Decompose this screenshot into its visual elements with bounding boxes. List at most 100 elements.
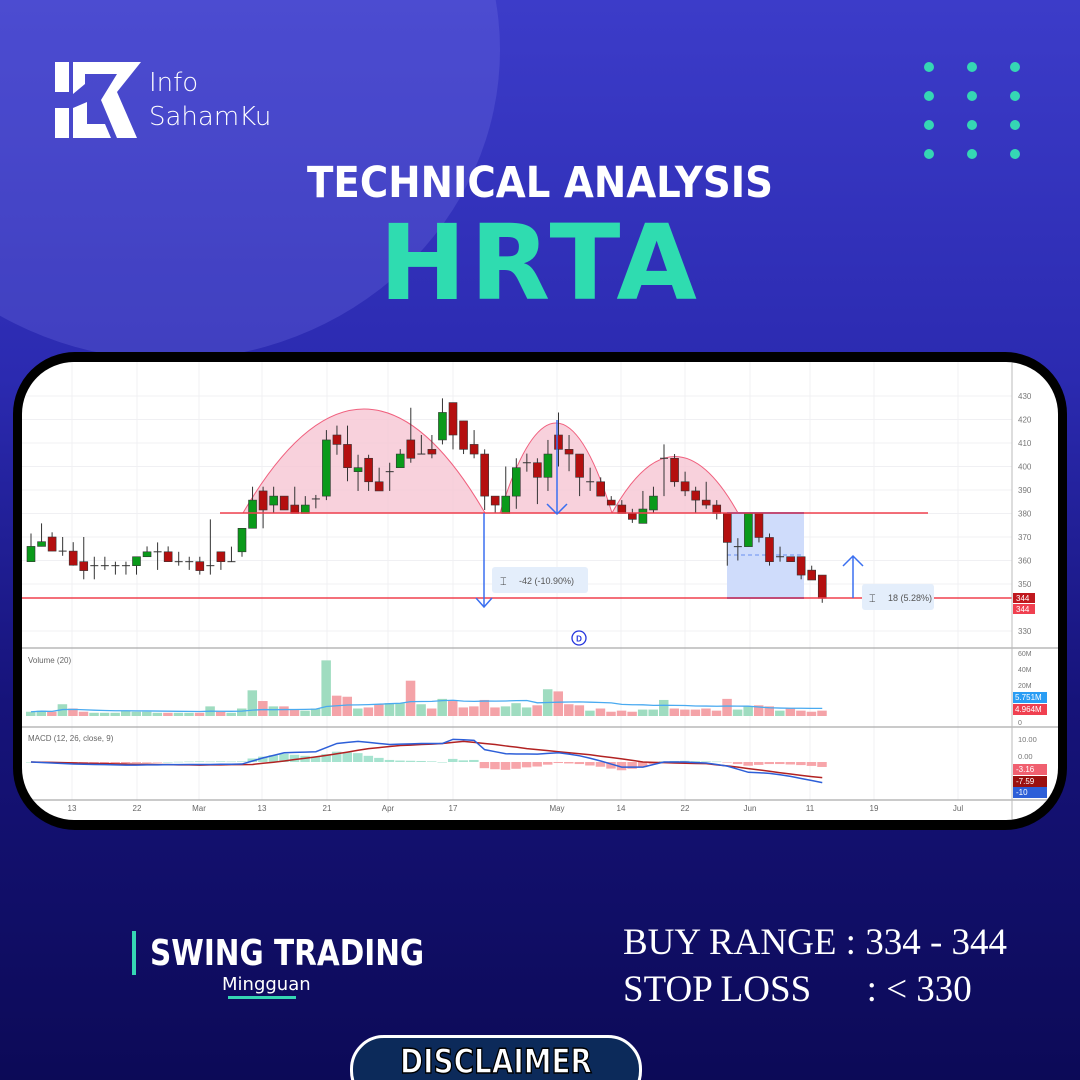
macd-histogram-bar	[479, 762, 490, 769]
volume-bar	[300, 710, 310, 716]
candle-body	[37, 541, 46, 547]
date-tick-label: Apr	[382, 804, 395, 813]
macd-value-macd-label: -10	[1016, 788, 1028, 797]
candle-body	[343, 444, 352, 468]
volume-bar	[669, 708, 680, 716]
macd-signal-line	[30, 740, 823, 779]
macd-histogram-bar	[606, 762, 616, 769]
candle-body	[258, 490, 268, 511]
volume-bar	[268, 706, 279, 716]
disclaimer-button[interactable]: DISCLAIMER ON!	[350, 1035, 642, 1080]
macd-histogram-bar	[268, 755, 279, 762]
volume-bar	[184, 712, 194, 716]
volume-ma-value: 5.751M	[1015, 693, 1042, 702]
volume-bar	[374, 704, 384, 716]
macd-histogram-bar	[205, 761, 215, 763]
volume-bar	[500, 706, 511, 716]
macd-histogram-bar	[120, 762, 131, 764]
macd-histogram-bar	[775, 762, 785, 765]
macd-histogram-bar	[152, 762, 163, 763]
volume-bar	[775, 710, 785, 716]
price-tick-label: 380	[1018, 510, 1032, 519]
candle-body	[754, 513, 764, 538]
volume-bar	[215, 711, 226, 716]
brand-name: Info SahamKu	[149, 66, 271, 134]
candle-body	[132, 556, 141, 566]
volume-bar	[553, 691, 563, 716]
macd-line	[30, 738, 823, 784]
date-tick-label: 11	[806, 804, 815, 813]
volume-bar	[574, 705, 585, 716]
macd-histogram-bar	[131, 762, 141, 763]
volume-bar	[110, 712, 120, 716]
volume-bar	[701, 708, 711, 716]
macd-histogram-bar	[279, 753, 289, 762]
volume-bar	[405, 680, 416, 716]
volume-bar	[616, 710, 627, 716]
volume-bar	[753, 705, 764, 716]
candle-body	[533, 462, 542, 478]
macd-histogram-bar	[701, 761, 711, 762]
candle-body	[248, 499, 257, 529]
volume-last-badge	[1013, 704, 1047, 715]
volume-bar	[120, 710, 131, 716]
price-tick-label: 400	[1018, 463, 1032, 472]
date-tick-label: 22	[133, 804, 142, 813]
volume-bar	[321, 660, 331, 716]
volume-bar	[226, 712, 236, 716]
volume-bar	[89, 712, 99, 716]
macd-histogram-bar	[163, 762, 173, 763]
last-price-badge	[1013, 604, 1035, 614]
macd-histogram-bar	[173, 761, 184, 763]
macd-histogram-bar	[194, 761, 205, 762]
volume-bar	[142, 711, 152, 716]
macd-histogram-bar	[490, 762, 500, 770]
drop-measure-label: -42 (-10.90%)	[519, 576, 574, 586]
candle-body	[322, 439, 331, 497]
macd-histogram-bar	[226, 761, 236, 763]
date-tick-label: 13	[258, 804, 267, 813]
candle-body	[628, 513, 637, 520]
candle-body	[237, 528, 247, 553]
volume-bar	[395, 703, 405, 716]
price-tick-label: 360	[1018, 557, 1032, 566]
price-tick-label: 420	[1018, 416, 1032, 425]
macd-histogram-bar	[353, 753, 363, 762]
candle-body	[691, 490, 700, 501]
candle-body	[765, 537, 774, 562]
candle-body	[511, 467, 521, 497]
volume-bar	[711, 710, 722, 716]
period-underline	[228, 996, 296, 999]
candle-body	[554, 434, 563, 450]
rise-measure-label: 18 (5.28%)	[888, 593, 932, 603]
candle-body	[596, 481, 606, 497]
volume-bar	[163, 712, 173, 716]
candle-body	[786, 556, 795, 562]
volume-bar	[426, 708, 437, 716]
candle-body	[701, 499, 711, 506]
volume-bar	[637, 709, 648, 716]
macd-histogram-bar	[99, 762, 110, 764]
dividend-marker-icon	[571, 630, 587, 646]
macd-histogram-bar	[711, 761, 722, 763]
macd-badge	[1013, 787, 1047, 798]
macd-histogram-bar	[743, 762, 753, 766]
volume-bar	[131, 711, 141, 716]
candle-body	[712, 504, 722, 514]
candle-body	[501, 495, 511, 514]
volume-bar	[458, 707, 469, 716]
macd-histogram-bar	[753, 762, 764, 765]
candle-body	[807, 569, 817, 581]
strategy-label: SWING TRADING	[150, 933, 425, 974]
volume-bar	[26, 711, 36, 716]
macd-histogram-bar	[690, 761, 701, 762]
date-tick-label: 22	[681, 804, 690, 813]
volume-tick-label: 20M	[1018, 683, 1032, 690]
volume-bar	[785, 708, 796, 716]
volume-bar	[47, 711, 57, 716]
macd-histogram-bar	[532, 762, 542, 767]
candle-body	[290, 504, 300, 514]
volume-bar	[732, 709, 743, 716]
macd-histogram-bar	[416, 760, 426, 762]
macd-histogram-bar	[26, 762, 36, 763]
